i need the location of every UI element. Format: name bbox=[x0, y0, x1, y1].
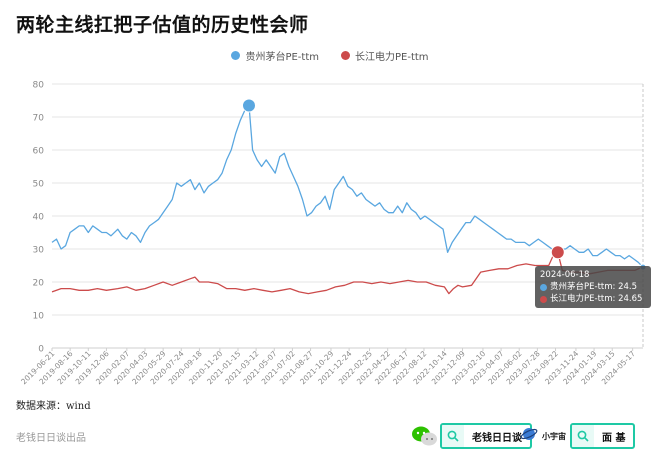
chart-title: 两轮主线扛把子估值的历史性会师 bbox=[16, 14, 309, 36]
footer-credit: 老钱日日谈出品 bbox=[16, 433, 86, 444]
tooltip-marker-moutai bbox=[540, 283, 547, 291]
legend-item-cypc[interactable]: 长江电力PE-ttm bbox=[341, 48, 429, 63]
tooltip-date: 2024-06-18 bbox=[540, 270, 590, 280]
planet-icon bbox=[520, 425, 538, 447]
series-line-cypc bbox=[51, 251, 644, 295]
series-line-moutai bbox=[51, 104, 644, 268]
wechat-search-badge[interactable]: 老钱日日谈 bbox=[410, 423, 532, 449]
tooltip-marker-cypc bbox=[540, 295, 547, 303]
search-icon bbox=[442, 425, 464, 447]
y-tick-label: 40 bbox=[33, 213, 45, 223]
data-source-note: 数据来源：wind bbox=[16, 401, 91, 412]
highlight-point bbox=[242, 98, 256, 113]
search-icon bbox=[572, 425, 594, 447]
wechat-search-text: 老钱日日谈 bbox=[472, 432, 522, 444]
legend-marker-moutai bbox=[231, 51, 241, 60]
legend-marker-cypc bbox=[341, 51, 350, 60]
wechat-icon bbox=[410, 425, 440, 447]
tooltip-row-moutai: 贵州茅台PE-ttm: 24.5 bbox=[540, 281, 646, 293]
tooltip-value-moutai: 贵州茅台PE-ttm: 24.5 bbox=[550, 282, 638, 292]
y-tick-label: 80 bbox=[33, 81, 45, 91]
legend-item-moutai[interactable]: 贵州茅台PE-ttm bbox=[231, 48, 319, 63]
podcast-app-name: 小宇宙 bbox=[542, 431, 566, 441]
y-tick-label: 60 bbox=[33, 147, 45, 157]
y-tick-label: 50 bbox=[33, 180, 45, 190]
podcast-search-text: 面 基 bbox=[602, 432, 626, 444]
y-tick-label: 10 bbox=[33, 312, 45, 322]
y-tick-label: 0 bbox=[38, 345, 44, 355]
tooltip-row-cypc: 长江电力PE-ttm: 24.65 bbox=[540, 293, 646, 305]
legend-label-cypc: 长江电力PE-ttm bbox=[355, 52, 429, 63]
legend-label-moutai: 贵州茅台PE-ttm bbox=[245, 52, 319, 63]
highlight-point bbox=[550, 245, 565, 260]
podcast-searchbox[interactable]: 面 基 bbox=[570, 423, 636, 449]
tooltip-value-cypc: 长江电力PE-ttm: 24.65 bbox=[550, 294, 643, 304]
chart-legend: 贵州茅台PE-ttm 长江电力PE-ttm bbox=[0, 48, 660, 63]
y-tick-label: 70 bbox=[33, 114, 45, 124]
wechat-searchbox[interactable]: 老钱日日谈 bbox=[440, 423, 532, 449]
y-tick-label: 30 bbox=[33, 246, 45, 256]
chart-tooltip: 2024-06-18 贵州茅台PE-ttm: 24.5 长江电力PE-ttm: … bbox=[535, 266, 651, 308]
y-tick-label: 20 bbox=[33, 279, 45, 289]
podcast-search-badge[interactable]: 小宇宙 面 基 bbox=[520, 423, 636, 449]
